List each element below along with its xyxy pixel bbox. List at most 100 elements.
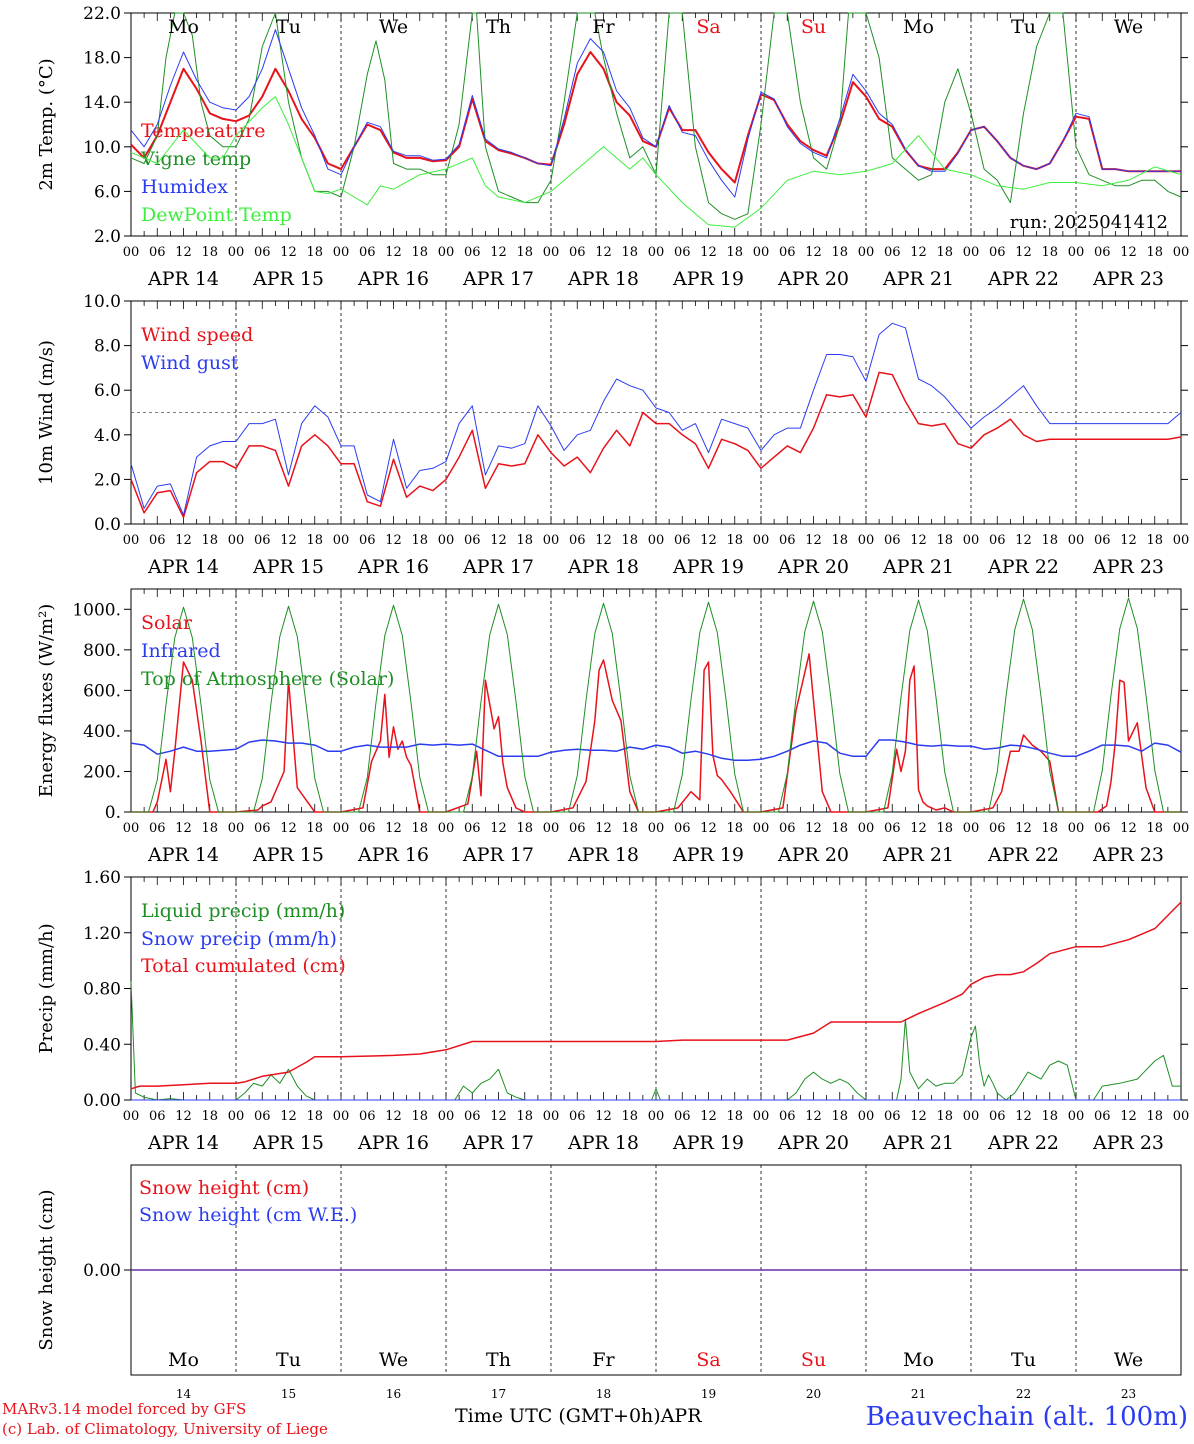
hour-tick-label: 06: [884, 533, 901, 548]
hour-tick-label: 18: [1041, 821, 1058, 836]
date-label: APR 19: [672, 268, 744, 290]
y-tick-label: 18.0: [83, 49, 121, 69]
hour-tick-label: 00: [438, 533, 455, 548]
hour-tick-label: 06: [359, 1109, 376, 1124]
hour-tick-label: 06: [359, 245, 376, 260]
hour-tick-label: 12: [490, 821, 507, 836]
hour-tick-label: 06: [149, 533, 166, 548]
date-label: APR 16: [357, 556, 429, 578]
y-tick-label: 2.0: [94, 470, 121, 490]
hour-tick-label: 00: [753, 533, 770, 548]
hour-tick-label: 12: [1015, 1109, 1032, 1124]
hour-tick-label: 00: [228, 1109, 245, 1124]
bottom-day-number: 18: [596, 1387, 611, 1401]
hour-tick-label: 18: [831, 245, 848, 260]
date-label: APR 17: [462, 268, 534, 290]
hour-tick-label: 18: [621, 245, 638, 260]
date-label: APR 17: [462, 844, 534, 866]
hour-tick-label: 06: [989, 533, 1006, 548]
bottom-day-name: Tu: [276, 1349, 301, 1371]
legend-snow-precip-mm-h-: Snow precip (mm/h): [141, 928, 337, 950]
hour-tick-label: 18: [201, 245, 218, 260]
day-name: We: [1114, 16, 1143, 38]
date-label: APR 20: [777, 556, 849, 578]
hour-tick-label: 18: [1146, 533, 1163, 548]
hour-tick-label: 18: [831, 533, 848, 548]
hour-tick-label: 18: [306, 533, 323, 548]
date-label: APR 22: [987, 268, 1059, 290]
hour-tick-label: 00: [1068, 245, 1085, 260]
date-label: APR 17: [462, 556, 534, 578]
y-tick-label: 0.00: [83, 1091, 121, 1111]
hour-tick-label: 00: [1068, 1109, 1085, 1124]
hour-tick-label: 18: [516, 1109, 533, 1124]
y-tick-label: 10.0: [83, 292, 121, 312]
hour-tick-label: 12: [910, 1109, 927, 1124]
hour-tick-label: 00: [123, 533, 140, 548]
y-axis-label: 2m Temp. (°C): [36, 58, 57, 190]
date-label: APR 16: [357, 268, 429, 290]
hour-tick-label: 00: [1068, 821, 1085, 836]
y-tick-label: 400.: [83, 722, 121, 742]
hour-tick-label: 06: [464, 533, 481, 548]
hour-tick-label: 00: [543, 533, 560, 548]
hour-tick-label: 18: [411, 245, 428, 260]
hour-tick-label: 18: [201, 533, 218, 548]
legend-infrared: Infrared: [141, 640, 221, 662]
hour-tick-label: 00: [648, 821, 665, 836]
hour-tick-label: 06: [884, 1109, 901, 1124]
hour-tick-label: 06: [1094, 821, 1111, 836]
hour-tick-label: 06: [989, 1109, 1006, 1124]
x-axis-title: Time UTC (GMT+0h): [455, 1405, 661, 1427]
hour-tick-label: 00: [963, 533, 980, 548]
hour-tick-label: 06: [674, 533, 691, 548]
series-wind-gust: [130, 322, 1182, 516]
legend-wind-gust: Wind gust: [141, 352, 239, 374]
y-tick-label: 0.0: [94, 515, 121, 535]
y-tick-label: 0.: [105, 803, 121, 823]
hour-tick-label: 00: [228, 821, 245, 836]
day-name: Su: [801, 16, 826, 38]
hour-tick-label: 18: [1146, 821, 1163, 836]
hour-tick-label: 06: [884, 821, 901, 836]
hour-tick-label: 12: [175, 245, 192, 260]
hour-tick-label: 12: [385, 1109, 402, 1124]
bottom-day-name: Tu: [1011, 1349, 1036, 1371]
date-label: APR 21: [882, 268, 954, 290]
y-tick-label: 8.0: [94, 337, 121, 357]
hour-tick-label: 06: [149, 1109, 166, 1124]
hour-tick-label: 18: [201, 1109, 218, 1124]
date-label: APR 22: [987, 1132, 1059, 1154]
y-tick-label: 800.: [83, 641, 121, 661]
hour-tick-label: 00: [333, 821, 350, 836]
date-label: APR 20: [777, 844, 849, 866]
date-label: APR 15: [252, 844, 324, 866]
hour-tick-label: 12: [1120, 1109, 1137, 1124]
hour-tick-label: 00: [333, 533, 350, 548]
hour-tick-label: 12: [805, 245, 822, 260]
hour-tick-label: 06: [254, 821, 271, 836]
hour-tick-label: 12: [1015, 533, 1032, 548]
bottom-day-number: 20: [806, 1387, 821, 1401]
hour-tick-label: 12: [700, 245, 717, 260]
date-label: APR 18: [567, 556, 639, 578]
run-label: run: 2025041412: [1010, 212, 1168, 233]
hour-tick-label: 06: [989, 245, 1006, 260]
date-label: APR 17: [462, 1132, 534, 1154]
hour-tick-label: 12: [1015, 245, 1032, 260]
day-name: Mo: [903, 16, 934, 38]
hour-tick-label: 00: [1173, 1109, 1190, 1124]
hour-tick-label: 00: [858, 1109, 875, 1124]
bottom-day-number: 15: [281, 1387, 296, 1401]
date-label: APR 14: [147, 1132, 219, 1154]
date-label: APR 23: [1092, 1132, 1164, 1154]
date-label: APR 19: [672, 556, 744, 578]
hour-tick-label: 12: [385, 533, 402, 548]
y-tick-label: 6.0: [94, 381, 121, 401]
y-tick-label: 14.0: [83, 93, 121, 113]
hour-tick-label: 06: [464, 245, 481, 260]
series-dewpoint-temp: [130, 96, 1182, 228]
date-label: APR 23: [1092, 844, 1164, 866]
